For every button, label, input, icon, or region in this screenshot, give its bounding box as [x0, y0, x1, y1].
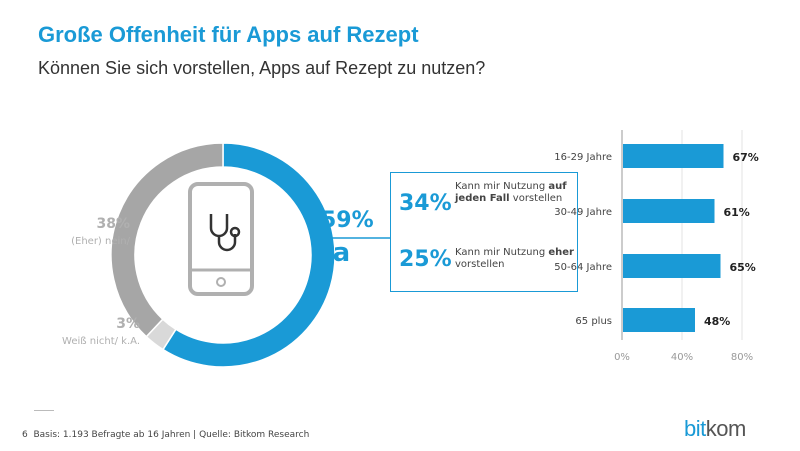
bar-0	[623, 144, 724, 168]
nein-value-label: 38%	[96, 216, 130, 232]
breakdown-box: 34% Kann mir Nutzung auf jeden Fall vors…	[390, 172, 578, 292]
weiss-nicht-label: Weiß nicht/ k.A.	[62, 336, 140, 347]
breakdown-2-text: Kann mir Nutzung eher vorstellen	[455, 247, 574, 270]
ja-label: Ja	[323, 238, 351, 268]
bar-3	[623, 308, 695, 332]
x-tick-label: 0%	[614, 352, 630, 363]
bar-value-label: 61%	[724, 206, 750, 219]
breakdown-1-value: 34%	[399, 191, 452, 216]
breakdown-1-text: Kann mir Nutzung auf jeden Fall vorstell…	[455, 181, 567, 204]
chart-subtitle: Können Sie sich vorstellen, Apps auf Rez…	[38, 58, 486, 78]
bitkom-logo: bitkom	[684, 416, 746, 441]
donut-slice-2	[110, 142, 224, 338]
donut-slice-0	[161, 142, 336, 368]
stethoscope-chestpiece	[229, 226, 241, 238]
ja-value-label: 59%	[321, 208, 374, 233]
weiss-nicht-value-label: 3%	[116, 316, 140, 332]
category-label: 65 plus	[575, 316, 612, 327]
footer: 6 Basis: 1.193 Befragte ab 16 Jahren | Q…	[22, 430, 309, 440]
category-label: 16-29 Jahre	[554, 152, 612, 163]
page-number: 6	[22, 430, 28, 440]
smartphone-icon	[188, 182, 254, 296]
bar-1	[623, 199, 715, 223]
category-label: 50-64 Jahre	[554, 262, 612, 273]
x-tick-label: 40%	[671, 352, 693, 363]
bar-value-label: 65%	[730, 261, 756, 274]
category-label: 30-49 Jahre	[554, 207, 612, 218]
source-note: Basis: 1.193 Befragte ab 16 Jahren | Que…	[33, 430, 310, 440]
x-tick-label: 80%	[731, 352, 753, 363]
footer-divider	[34, 410, 54, 411]
stethoscope-icon	[209, 214, 237, 252]
bar-2	[623, 254, 721, 278]
breakdown-2-value: 25%	[399, 247, 452, 272]
chart-title: Große Offenheit für Apps auf Rezept	[38, 22, 419, 47]
nein-label: (Eher) nein/	[71, 236, 130, 247]
bar-value-label: 67%	[733, 151, 759, 164]
smartphone-home-button	[216, 277, 226, 287]
bar-value-label: 48%	[704, 315, 730, 328]
